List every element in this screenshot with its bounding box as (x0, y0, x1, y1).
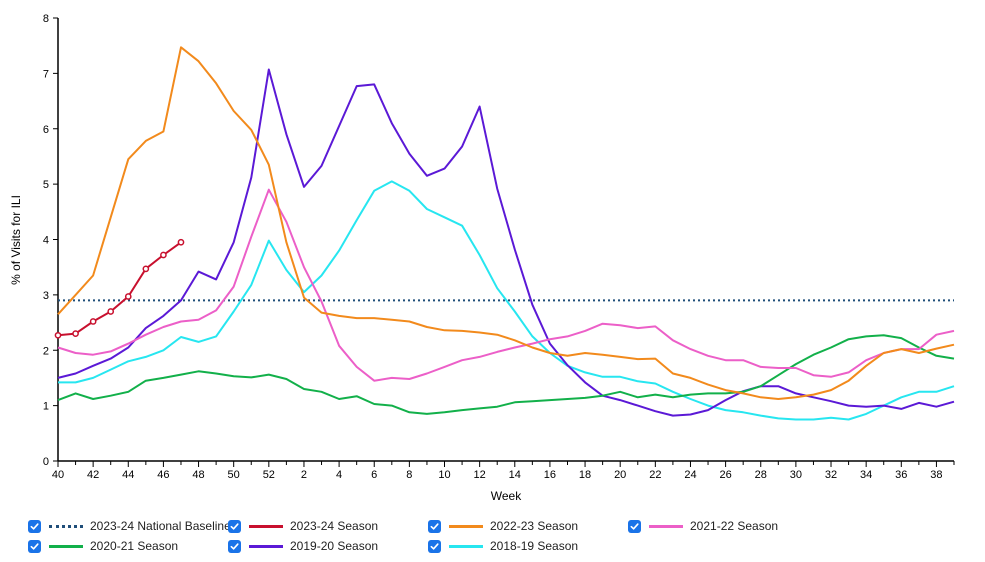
y-tick-label: 6 (43, 124, 49, 136)
y-tick-label: 1 (43, 401, 49, 413)
legend-label: 2020-21 Season (90, 539, 179, 553)
x-tick-label: 10 (438, 469, 450, 481)
x-tick-label: 32 (825, 469, 837, 481)
legend-label: 2018-19 Season (490, 539, 579, 553)
legend-item-2020-21-season[interactable]: 2020-21 Season (28, 537, 178, 555)
series-line-2020-21-season (57, 334, 955, 415)
x-tick-label: 2 (301, 469, 307, 481)
x-tick-label: 14 (509, 469, 521, 481)
x-tick-label: 20 (614, 469, 626, 481)
checkbox-checked-icon[interactable] (428, 539, 441, 553)
checkbox-checked-icon[interactable] (228, 539, 241, 553)
x-tick-label: 52 (263, 469, 275, 481)
series-line-2018-19-season (58, 180, 955, 421)
series-line-2022-23-season (57, 46, 955, 400)
y-tick-label: 8 (43, 13, 49, 25)
legend-swatch (249, 524, 283, 528)
x-tick-label: 46 (157, 469, 169, 481)
legend-swatch (49, 524, 83, 528)
legend-item-2023-24-national-baseline[interactable]: 2023-24 National Baseline (28, 517, 231, 535)
x-tick-label: 8 (406, 469, 412, 481)
series-line-2021-22-season (57, 188, 955, 382)
x-tick-label: 30 (790, 469, 802, 481)
data-point-2023-24-season (107, 308, 115, 315)
series-line-2019-20-season (57, 68, 955, 417)
legend-label: 2023-24 Season (290, 519, 379, 533)
checkbox-checked-icon[interactable] (428, 519, 441, 533)
legend-swatch (449, 524, 483, 528)
legend-label: 2023-24 National Baseline (90, 519, 231, 533)
legend-item-2018-19-season[interactable]: 2018-19 Season (428, 537, 578, 555)
legend-item-2021-22-season[interactable]: 2021-22 Season (628, 517, 778, 535)
y-tick-label: 2 (43, 345, 49, 357)
legend-item-2019-20-season[interactable]: 2019-20 Season (228, 537, 378, 555)
legend-swatch (449, 544, 483, 548)
legend-swatch (249, 544, 283, 548)
x-tick-label: 22 (649, 469, 661, 481)
x-axis-title: Week (491, 489, 522, 503)
data-point-2023-24-season (177, 238, 185, 246)
legend-swatch (49, 544, 83, 548)
x-tick-label: 16 (544, 469, 556, 481)
x-tick-label: 26 (719, 469, 731, 481)
legend-item-2023-24-season[interactable]: 2023-24 Season (228, 517, 378, 535)
y-axis-title: % of Visits for ILI (9, 195, 23, 285)
y-tick-label: 5 (43, 179, 49, 191)
legend-item-2022-23-season[interactable]: 2022-23 Season (428, 517, 578, 535)
x-tick-label: 42 (87, 469, 99, 481)
y-tick-label: 4 (43, 235, 49, 247)
checkbox-checked-icon[interactable] (28, 519, 41, 533)
x-tick-label: 34 (860, 469, 872, 481)
x-tick-label: 28 (755, 469, 767, 481)
data-point-2023-24-season (124, 293, 132, 300)
x-tick-label: 6 (371, 469, 377, 481)
x-tick-label: 4 (336, 469, 342, 481)
data-point-2023-24-season (142, 265, 150, 273)
x-tick-label: 18 (579, 469, 591, 481)
series-line-2023-24-season (57, 241, 182, 337)
x-tick-label: 12 (474, 469, 486, 481)
series-layer (54, 46, 955, 421)
x-tick-label: 40 (52, 469, 64, 481)
checkbox-checked-icon[interactable] (28, 539, 41, 553)
data-point-2023-24-season (160, 251, 167, 259)
legend-label: 2022-23 Season (490, 519, 579, 533)
x-tick-label: 38 (930, 469, 942, 481)
data-point-2023-24-season (72, 330, 79, 337)
x-tick-label: 50 (228, 469, 240, 481)
x-tick-label: 48 (192, 469, 204, 481)
checkbox-checked-icon[interactable] (228, 519, 241, 533)
y-tick-label: 3 (43, 290, 49, 302)
legend-swatch (649, 524, 683, 528)
legend-label: 2021-22 Season (690, 519, 779, 533)
x-tick-label: 36 (895, 469, 907, 481)
x-tick-label: 24 (684, 469, 696, 481)
legend-label: 2019-20 Season (290, 539, 379, 553)
data-point-2023-24-season (89, 318, 97, 325)
x-tick-label: 44 (122, 469, 134, 481)
y-tick-label: 0 (43, 456, 49, 468)
y-tick-label: 7 (43, 68, 49, 80)
checkbox-checked-icon[interactable] (628, 519, 641, 533)
data-point-2023-24-season (54, 331, 62, 339)
